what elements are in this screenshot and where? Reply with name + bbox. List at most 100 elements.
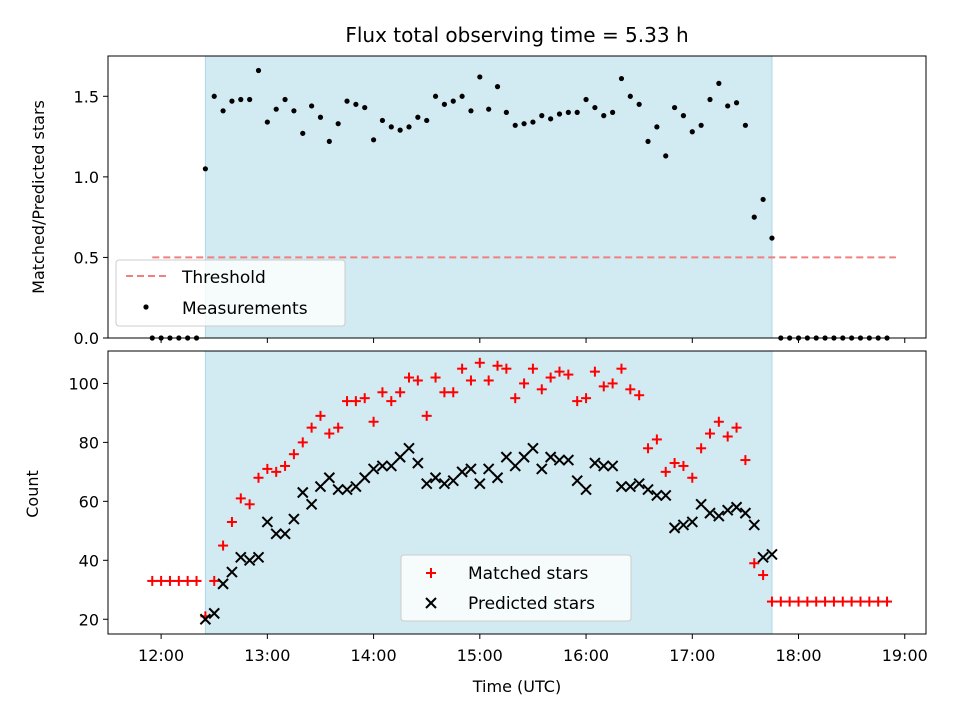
matched-star-point — [253, 472, 264, 483]
measurement-point — [370, 137, 377, 143]
matched-star-point — [651, 434, 662, 445]
matched-star-point — [864, 596, 875, 607]
count-y-tick-label: 80 — [79, 433, 99, 452]
measurement-point — [601, 113, 607, 119]
matched-star-point — [678, 460, 689, 471]
matched-legend-marker — [426, 568, 436, 578]
predicted-star-point — [235, 551, 247, 564]
measurement-point — [645, 138, 651, 145]
predicted-star-point — [226, 566, 238, 578]
measurement-point — [282, 96, 288, 103]
measurement-point — [565, 109, 571, 115]
predicted-star-point — [642, 483, 654, 496]
time-x-tick-label: 14:00 — [351, 646, 397, 665]
matched-star-point — [368, 416, 379, 427]
predicted-star-point — [447, 475, 459, 487]
measurement-point — [742, 122, 749, 128]
measurements-legend-label: Measurements — [182, 299, 308, 319]
matched-star-point — [625, 384, 636, 395]
matched-star-point — [882, 596, 893, 607]
predicted-star-point — [748, 519, 760, 531]
count-panel: 12:00 13:00 14:00 15:00 16:00 17:00 18:00 19:00… — [23, 350, 928, 696]
matched-star-point — [421, 410, 432, 421]
measurement-point — [291, 108, 297, 114]
matched-star-point — [510, 393, 521, 404]
measurement-point — [530, 119, 536, 125]
matched-star-point — [775, 596, 786, 607]
measurement-point — [610, 109, 616, 115]
matched-star-point — [271, 466, 282, 477]
predicted-star-point — [243, 554, 256, 567]
measurement-point — [548, 116, 554, 122]
predicted-star-point — [474, 477, 486, 490]
predicted-star-point — [412, 457, 424, 469]
ratio-panel-frame — [107, 55, 927, 339]
measurement-point — [432, 93, 439, 99]
measurement-point — [733, 100, 740, 106]
matched-star-point — [554, 366, 565, 377]
measurement-point — [494, 84, 501, 90]
ratio-legend: Threshold Measurements — [115, 259, 346, 327]
measurement-point — [636, 101, 642, 107]
matched-star-point — [430, 372, 441, 383]
measurement-point — [521, 121, 527, 127]
matched-star-point — [439, 387, 450, 398]
ratio-y-tick-label: 1.0 — [74, 168, 99, 187]
predicted-star-point — [527, 442, 539, 454]
predicted-star-point — [757, 551, 769, 564]
predicted-star-point — [270, 528, 282, 540]
matched-star-point — [669, 458, 680, 469]
count-y-tick-label: 20 — [79, 610, 99, 629]
count-y-tick-label: 60 — [79, 492, 99, 511]
measurements-legend-swatch — [143, 304, 149, 310]
measurement-point — [592, 104, 598, 111]
matched-star-point — [395, 387, 406, 398]
measurement-point — [512, 122, 518, 128]
measurement-point — [202, 166, 208, 172]
time-x-tick-label: 18:00 — [775, 646, 821, 665]
matched-star-point — [740, 455, 751, 466]
matched-star-point — [448, 387, 459, 398]
predicted-star-point — [500, 451, 513, 463]
predicted-star-point — [562, 454, 575, 466]
matched-star-point — [766, 596, 777, 607]
measurement-point — [725, 103, 731, 109]
count-legend-box — [400, 554, 632, 622]
matched-star-point — [333, 422, 344, 433]
matched-star-point — [359, 393, 370, 404]
measurement-point — [477, 74, 483, 80]
predicted-star-point — [766, 548, 778, 561]
measurement-point — [353, 101, 359, 107]
measurement-point — [751, 214, 757, 220]
matched-star-point — [280, 460, 291, 471]
measurement-point — [627, 93, 633, 99]
matched-star-point — [820, 596, 831, 607]
predicted-star-point — [297, 486, 309, 499]
matched-star-point — [235, 493, 246, 504]
measurement-point — [229, 98, 235, 104]
matched-star-point — [173, 575, 184, 586]
matched-star-point — [527, 363, 538, 374]
predicted-star-point — [713, 510, 725, 522]
matched-star-point — [209, 575, 220, 586]
ratio-axis-ticks: 0.0 0.5 1.0 1.5 — [74, 87, 906, 348]
predicted-star-point — [695, 498, 707, 510]
measurement-point — [273, 106, 279, 112]
measurement-point — [211, 93, 217, 99]
matched-star-point — [315, 410, 326, 421]
matched-star-point — [572, 396, 583, 407]
matched-star-point — [784, 596, 795, 607]
matched-star-point — [457, 363, 468, 374]
matched-star-point — [802, 596, 813, 607]
chart-title: Flux total observing time = 5.33 h — [345, 23, 688, 47]
predicted-star-point — [403, 442, 415, 454]
predicted-star-point — [438, 477, 451, 490]
measurement-point — [468, 108, 474, 114]
time-x-tick-label: 12:00 — [138, 646, 184, 665]
measurement-point — [654, 124, 660, 130]
count-y-axis-label: Count — [23, 470, 42, 518]
measurement-point — [450, 98, 456, 104]
measurement-point — [574, 109, 580, 115]
matched-star-point — [501, 363, 512, 374]
measurement-point — [698, 122, 704, 128]
